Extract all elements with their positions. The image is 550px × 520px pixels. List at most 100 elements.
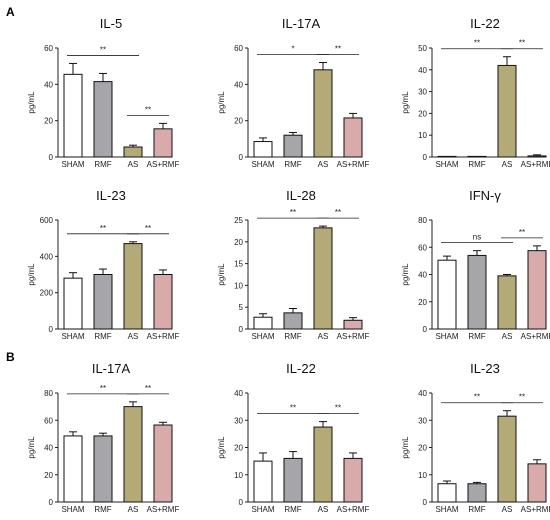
significance-label: ** — [335, 45, 341, 54]
y-tick-label: 80 — [418, 216, 427, 225]
x-tick-label: RMF — [468, 332, 485, 341]
bar-sham — [63, 277, 83, 330]
x-tick-label: AS+RMF — [337, 332, 370, 341]
bar-rmf — [283, 457, 303, 503]
x-tick-label: AS+RMF — [521, 160, 550, 169]
bar-sham — [63, 435, 83, 503]
y-tick-label: 40 — [418, 271, 427, 280]
x-tick-label: RMF — [94, 332, 111, 341]
bar-as-rmf — [343, 117, 363, 158]
bar-as — [497, 415, 517, 503]
y-tick-label: 600 — [40, 216, 54, 225]
bar-as-rmf — [343, 319, 363, 330]
x-tick-label: RMF — [94, 505, 111, 514]
x-tick-label: SHAM — [251, 332, 274, 341]
y-axis-label: pg/mL — [27, 91, 36, 114]
x-tick-label: AS+RMF — [521, 332, 550, 341]
x-tick-label: AS+RMF — [337, 505, 370, 514]
significance-label: ** — [290, 404, 296, 413]
y-tick-label: 20 — [234, 444, 243, 453]
chart-title: IL-5 — [100, 16, 122, 31]
y-axis-label: pg/mL — [401, 436, 410, 459]
bar-sham — [253, 460, 273, 503]
significance-label: ** — [519, 39, 525, 48]
x-tick-label: AS+RMF — [147, 160, 180, 169]
x-tick-label: AS — [502, 160, 513, 169]
y-tick-label: 20 — [418, 109, 427, 118]
y-tick-label: 400 — [40, 252, 54, 261]
x-tick-label: AS+RMF — [521, 505, 550, 514]
y-tick-label: 40 — [44, 80, 53, 89]
y-axis-label: pg/mL — [27, 436, 36, 459]
x-tick-label: AS — [502, 505, 513, 514]
chart-title: IL-28 — [286, 188, 316, 203]
chart-il23-3: IL-23 0 200 400 600 pg/mL SHAM RMF AS AS+RMF ** ** — [27, 188, 179, 341]
y-tick-label: 30 — [418, 88, 427, 97]
chart-title: IL-22 — [286, 361, 316, 376]
panel-label-a: A — [6, 5, 15, 19]
y-tick-label: 200 — [40, 289, 54, 298]
y-tick-label: 20 — [44, 117, 53, 126]
bar-as — [497, 275, 517, 330]
bar-as — [123, 146, 143, 158]
bar-sham — [253, 316, 273, 330]
y-tick-label: 0 — [49, 325, 54, 334]
y-tick-label: 30 — [418, 416, 427, 425]
y-tick-label: 50 — [418, 44, 427, 53]
bar-as — [313, 227, 333, 330]
y-tick-label: 40 — [418, 66, 427, 75]
y-tick-label: 10 — [234, 471, 243, 480]
x-tick-label: SHAM — [61, 160, 84, 169]
y-tick-label: 0 — [239, 498, 244, 507]
bar-as-rmf — [153, 424, 173, 503]
y-tick-label: 80 — [44, 389, 53, 398]
y-tick-label: 0 — [239, 153, 244, 162]
x-tick-label: SHAM — [435, 332, 458, 341]
x-tick-label: RMF — [468, 160, 485, 169]
bar-sham — [253, 141, 273, 158]
y-tick-label: 60 — [418, 243, 427, 252]
y-tick-label: 40 — [234, 389, 243, 398]
y-tick-label: 25 — [234, 216, 243, 225]
x-tick-label: SHAM — [251, 160, 274, 169]
significance-label: ** — [145, 105, 151, 114]
y-tick-label: 0 — [423, 153, 428, 162]
bar-sham — [437, 483, 457, 503]
bar-as-rmf — [153, 274, 173, 330]
significance-label: ** — [290, 208, 296, 217]
bar-as-rmf — [527, 250, 547, 330]
y-tick-label: 40 — [234, 80, 243, 89]
significance-label: ** — [100, 384, 106, 393]
bar-rmf — [283, 312, 303, 330]
x-tick-label: AS — [128, 505, 139, 514]
y-tick-label: 60 — [44, 416, 53, 425]
chart-title: IL-23 — [96, 188, 126, 203]
x-tick-label: RMF — [468, 505, 485, 514]
x-tick-label: RMF — [94, 160, 111, 169]
x-tick-label: RMF — [284, 505, 301, 514]
significance-label: ** — [100, 224, 106, 233]
bar-rmf — [93, 274, 113, 330]
significance-label: ** — [335, 208, 341, 217]
x-tick-label: AS+RMF — [147, 505, 180, 514]
chart-il5-0: IL-5 0 20 40 60 pg/mL SHAM RMF AS AS+RMF ** ** — [27, 16, 179, 169]
x-tick-label: AS+RMF — [337, 160, 370, 169]
bar-sham — [437, 259, 457, 330]
x-tick-label: SHAM — [61, 505, 84, 514]
y-tick-label: 40 — [44, 444, 53, 453]
y-axis-label: pg/mL — [217, 263, 226, 286]
chart-il28-4: IL-28 0 5 10 15 20 25 pg/mL SHAM RMF AS AS+RMF ** ** — [217, 188, 369, 341]
panel-label-b: B — [6, 350, 15, 364]
bar-rmf — [467, 155, 487, 158]
y-tick-label: 30 — [234, 416, 243, 425]
x-tick-label: AS — [318, 505, 329, 514]
bar-as-rmf — [153, 128, 173, 158]
x-tick-label: RMF — [284, 332, 301, 341]
bar-as — [497, 64, 517, 158]
bar-as — [313, 426, 333, 503]
significance-label: ** — [145, 384, 151, 393]
significance-label: ** — [100, 45, 106, 54]
